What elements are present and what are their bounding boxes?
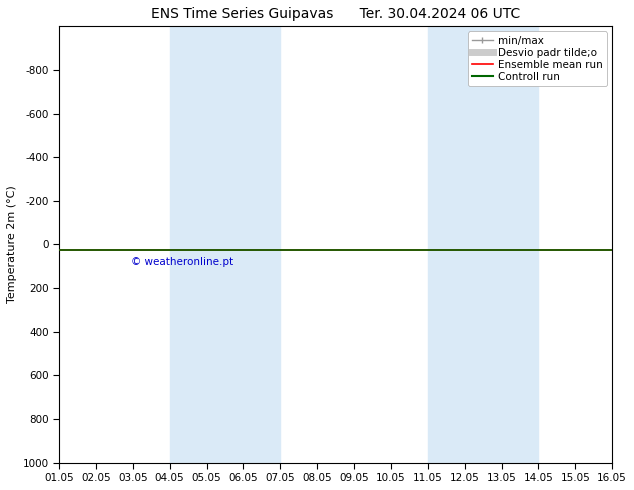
Text: © weatheronline.pt: © weatheronline.pt <box>131 257 233 267</box>
Title: ENS Time Series Guipavas      Ter. 30.04.2024 06 UTC: ENS Time Series Guipavas Ter. 30.04.2024… <box>151 7 521 21</box>
Bar <box>428 26 538 463</box>
Legend: min/max, Desvio padr tilde;o, Ensemble mean run, Controll run: min/max, Desvio padr tilde;o, Ensemble m… <box>468 31 607 86</box>
Y-axis label: Temperature 2m (°C): Temperature 2m (°C) <box>7 186 17 303</box>
Bar <box>170 26 280 463</box>
